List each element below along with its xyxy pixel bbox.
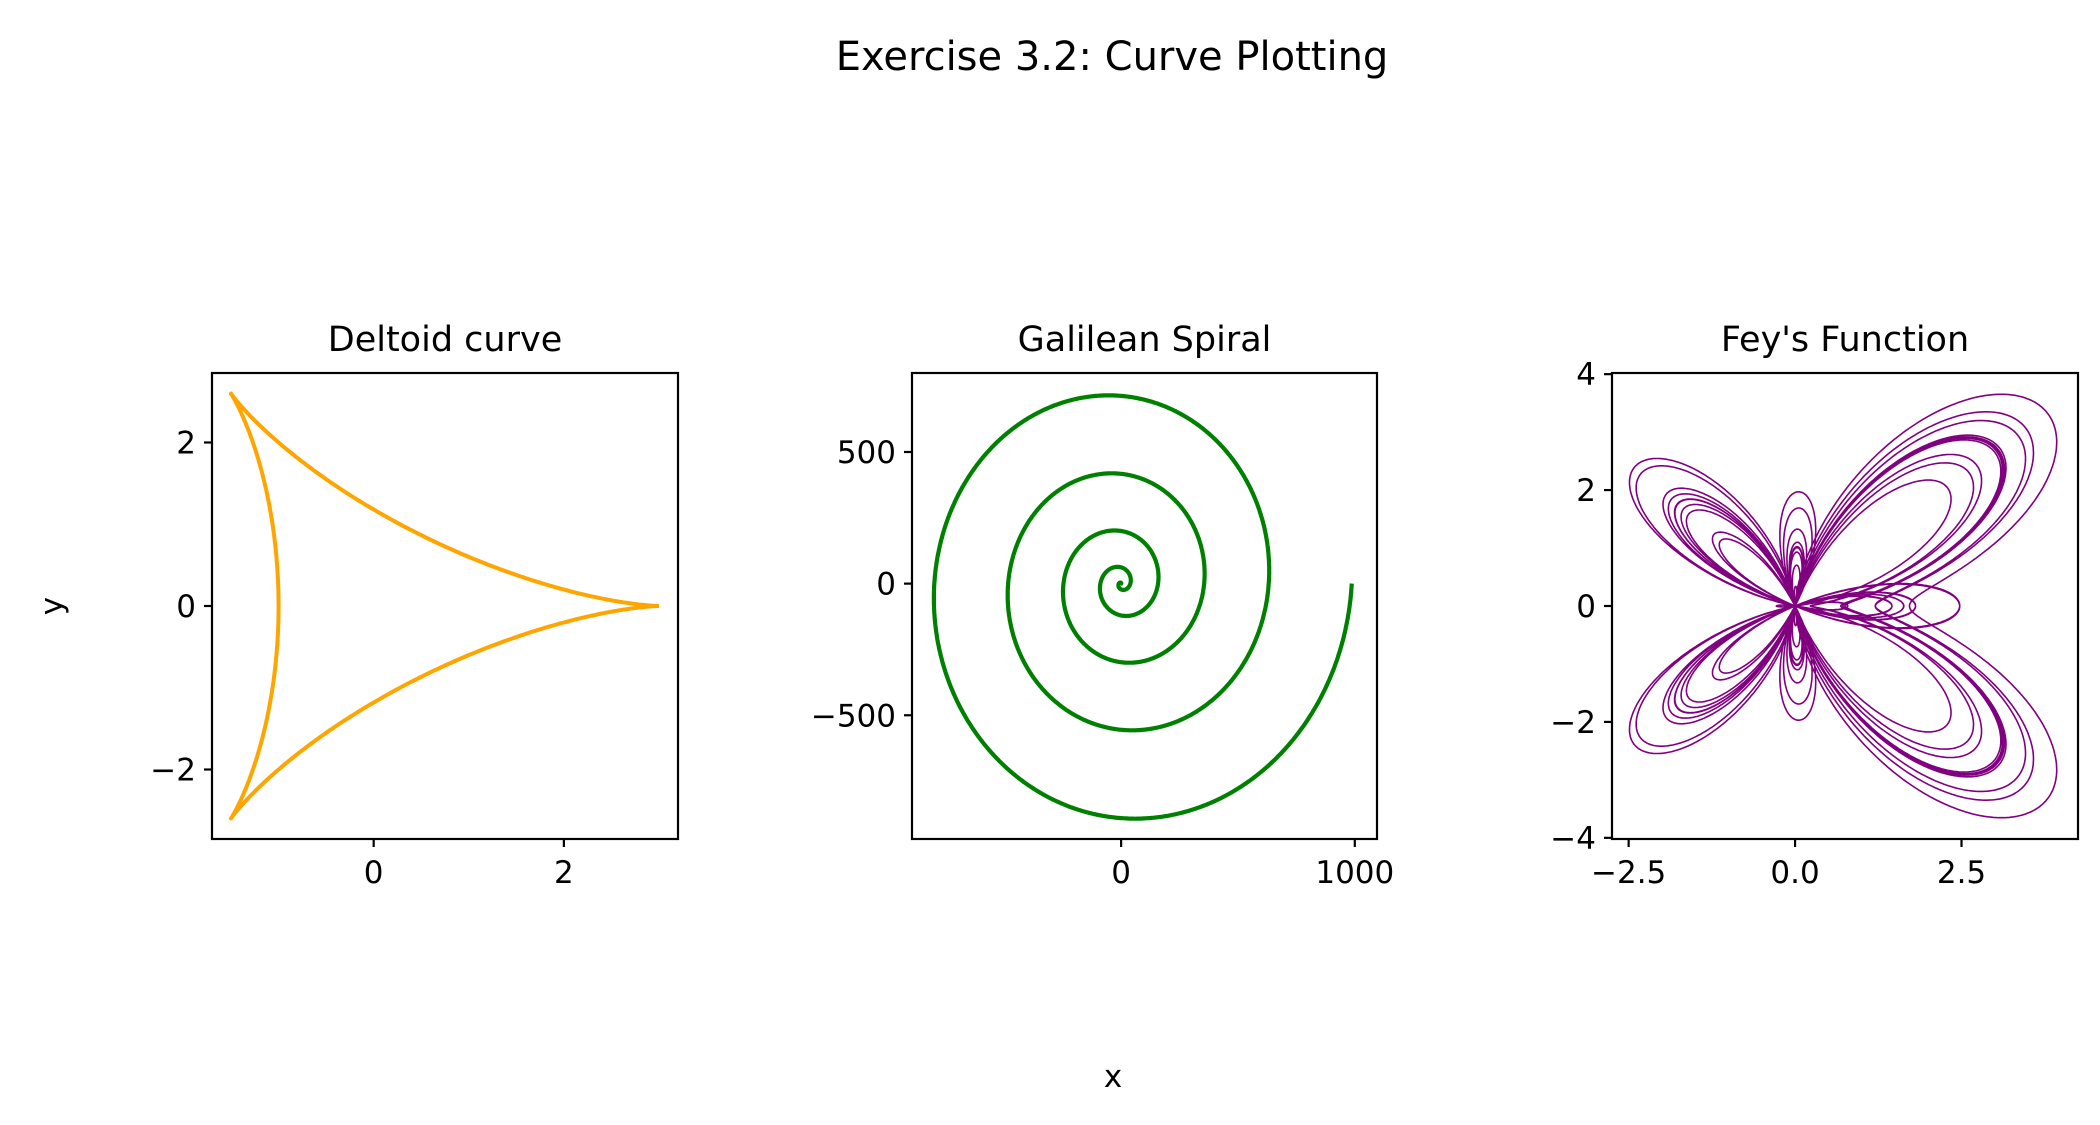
y-tick-label: −2	[1550, 705, 1596, 741]
y-tick-label: 0	[176, 589, 196, 625]
x-tick-label: 0.0	[1770, 855, 1819, 891]
subplot-title: Galilean Spiral	[1018, 320, 1272, 360]
y-tick-label: 2	[1576, 473, 1596, 509]
x-tick-label: 2.5	[1937, 855, 1986, 891]
x-tick-label: 0	[364, 855, 384, 891]
x-tick-label: 1000	[1315, 855, 1394, 891]
y-tick-label: −2	[150, 753, 196, 789]
x-tick-label: 2	[554, 855, 574, 891]
deltoid-curve-line	[229, 391, 661, 821]
subplot-galilean: Galilean Spiral 0 1000 −500 0 500	[811, 320, 1394, 891]
y-tick-label: −500	[811, 698, 896, 734]
subplots: Deltoid curve 0 2 −2 0 2 Galilean Spiral 0 1000 −…	[150, 320, 2080, 891]
x-tick-label: −2.5	[1591, 855, 1666, 891]
y-tick-label: 0	[876, 567, 896, 603]
subplot-title: Fey's Function	[1721, 320, 1969, 360]
y-tick-label: 2	[176, 425, 196, 461]
y-tick-label: 4	[1576, 357, 1596, 393]
figure-title: Exercise 3.2: Curve Plotting	[836, 34, 1389, 80]
figure-x-axis-label: x	[1104, 1059, 1122, 1095]
y-tick-label: 0	[1576, 589, 1596, 625]
y-tick-label: −4	[1550, 821, 1596, 857]
fey-curve-line	[1628, 393, 2058, 819]
galilean-curve-line	[931, 393, 1354, 821]
x-tick-label: 0	[1111, 855, 1131, 891]
subplot-title: Deltoid curve	[328, 320, 562, 360]
figure-y-axis-label: y	[34, 597, 70, 615]
subplot-fey: Fey's Function −2.5 0.0 2.5 −4 −2 0 2 4	[1550, 320, 2080, 891]
y-tick-label: 500	[837, 435, 896, 471]
subplot-deltoid: Deltoid curve 0 2 −2 0 2	[150, 320, 680, 891]
axes-frame	[910, 371, 1379, 841]
